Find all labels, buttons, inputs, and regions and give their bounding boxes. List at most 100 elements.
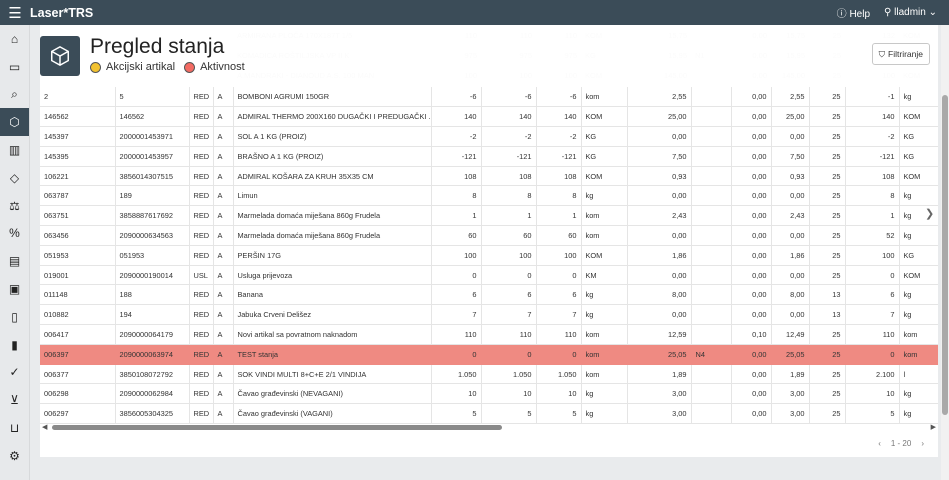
- table-cell: 13: [809, 284, 846, 306]
- legend-label-promo: Akcijski artikal: [106, 61, 176, 73]
- table-row[interactable]: 145397 2000001453971 RED A SOL A 1 KG (PROIZ…: [40, 126, 938, 147]
- table-cell: A: [213, 364, 234, 385]
- table-row[interactable]: 010882 194 RED A Jabuka Crveni Delišez 7 7 7 kg 0…: [40, 304, 938, 326]
- sidebar-item-cart[interactable]: ⊻: [0, 386, 29, 414]
- table-cell: 25: [809, 106, 846, 128]
- table-cell: 0,00: [731, 284, 772, 306]
- table-row[interactable]: 006297 3856005304325 RED A Čavao građevinski…: [40, 403, 938, 425]
- table-row[interactable]: 063751 3858887617692 RED A Marmelada domaća …: [40, 205, 938, 227]
- chevron-down-icon: ⌄: [928, 7, 937, 18]
- table-cell: 25,00: [771, 106, 810, 128]
- scroll-thumb[interactable]: [52, 425, 502, 430]
- table-cell: 60: [481, 225, 537, 246]
- table-row[interactable]: 006397 2090000063974 RED A TEST stanja 0 0 0 kom…: [40, 344, 938, 365]
- table-cell: KOM: [581, 106, 628, 128]
- table-cell: 1: [845, 205, 900, 227]
- table-row[interactable]: 146562 146562 RED A ADMIRAL THERMO 200X160 D…: [40, 106, 938, 128]
- table-row[interactable]: 063787 189 RED A Limun 8 8 8 kg 0,00 0,00 0,00 25 8 kg: [40, 185, 938, 207]
- vertical-scroll-thumb[interactable]: [942, 95, 948, 415]
- tag-icon: ◇: [9, 170, 20, 185]
- table-row[interactable]: 006377 3850108072792 RED A SOK VINDI MULTI 8…: [40, 364, 938, 385]
- next-page-button[interactable]: ›: [921, 439, 924, 448]
- sidebar-item-clipboard[interactable]: ▭: [0, 53, 29, 81]
- table-cell: 0,00: [627, 126, 692, 147]
- scroll-right-icon[interactable]: ▶: [930, 424, 936, 431]
- table-row[interactable]: 006417 2090000064179 RED A Novi artikal sa p…: [40, 324, 938, 345]
- table-cell: A: [213, 245, 234, 266]
- table-cell: 063787: [40, 185, 116, 207]
- table-row[interactable]: 145395 2000001453957 RED A BRAŠNO A 1 KG (PR…: [40, 146, 938, 167]
- sidebar-item-document-search[interactable]: ⌕: [0, 81, 29, 109]
- table-cell: 8: [481, 185, 537, 207]
- sidebar-item-box[interactable]: ⬡: [0, 108, 29, 137]
- table-row[interactable]: 051953 051953 RED A PERŠIN 17G 100 100 100 KOM 1,…: [40, 245, 938, 266]
- filter-button[interactable]: ⛉ Filtriranje: [871, 43, 930, 65]
- sidebar-item-settings[interactable]: ⚙: [0, 442, 29, 470]
- table-cell: [691, 265, 732, 286]
- sidebar-item-inbox[interactable]: ⊔: [0, 414, 29, 442]
- table-cell: -2: [845, 126, 900, 147]
- table-cell: RED: [189, 106, 214, 128]
- sidebar-item-receipt[interactable]: ▯: [0, 303, 29, 331]
- table-cell: 0,00: [731, 205, 772, 227]
- table-cell: 0,00: [771, 225, 810, 246]
- sidebar-item-home[interactable]: ⌂: [0, 25, 29, 53]
- table-cell: [691, 205, 732, 227]
- table-cell: PERŠIN 17G: [233, 245, 432, 266]
- table-row[interactable]: 019001 2090000190014 USL A Usluga prijevoza 0…: [40, 265, 938, 286]
- sidebar-item-id-card[interactable]: ▤: [0, 247, 29, 275]
- table-cell: [691, 245, 732, 266]
- sidebar-item-scale[interactable]: ⚖: [0, 192, 29, 220]
- table-cell: 0: [481, 344, 537, 365]
- table-cell: -6: [536, 87, 582, 108]
- table-cell: BRAŠNO A 1 KG (PROIZ): [233, 146, 432, 167]
- table-cell: kg: [581, 304, 628, 326]
- table-cell: -2: [481, 126, 537, 147]
- table-cell: kg: [899, 284, 938, 306]
- table-cell: 0,00: [771, 126, 810, 147]
- sidebar-item-percent[interactable]: %: [0, 220, 29, 248]
- table-row[interactable]: 2 5 RED A BOMBONI AGRUMI 150GR -6 -6 -6 kom 2,55 0…: [40, 87, 938, 108]
- table-cell: 051953: [115, 245, 190, 266]
- horizontal-scrollbar[interactable]: ◀ ▶: [40, 423, 938, 432]
- table-row[interactable]: 063456 2090000634563 RED A Marmelada domaća …: [40, 225, 938, 246]
- table-cell: 063751: [40, 205, 116, 227]
- table-cell: KG: [581, 146, 628, 167]
- table-cell: 0,00: [731, 344, 772, 365]
- table-cell: Limun: [233, 185, 432, 207]
- prev-page-button[interactable]: ‹: [878, 439, 881, 448]
- table-cell: 3,00: [771, 383, 810, 405]
- table-cell: 146562: [115, 106, 190, 128]
- user-menu[interactable]: ⚲ lladmin ⌄: [884, 7, 937, 18]
- table-cell: 0: [845, 344, 900, 365]
- scroll-left-icon[interactable]: ◀: [42, 424, 48, 431]
- table-cell: USL: [189, 265, 214, 286]
- table-row[interactable]: 006298 2090000062984 RED A Čavao građevinski…: [40, 383, 938, 405]
- vertical-scrollbar[interactable]: [941, 25, 949, 480]
- table-cell: 108: [536, 166, 582, 187]
- table-cell: Čavao građevinski (NEVAGANI): [233, 383, 432, 405]
- table-cell: 0,00: [731, 265, 772, 286]
- help-link[interactable]: ⓘ Help: [836, 9, 871, 20]
- table-row[interactable]: 011148 188 RED A Banana 6 6 6 kg 8,00 0,00 8,00 13 6 k…: [40, 284, 938, 306]
- expand-arrow-icon[interactable]: ❯: [925, 208, 935, 220]
- sidebar-item-cash[interactable]: ▣: [0, 275, 29, 303]
- sidebar-item-barcode[interactable]: ▥: [0, 136, 29, 164]
- table-cell: A: [213, 126, 234, 147]
- table-cell: kg: [581, 185, 628, 207]
- menu-icon[interactable]: ☰: [8, 4, 22, 22]
- table-cell: [691, 225, 732, 246]
- table-cell: 0,00: [627, 265, 692, 286]
- table-cell: 8: [845, 185, 900, 207]
- table-cell: -2: [431, 126, 482, 147]
- sidebar-item-tag[interactable]: ◇: [0, 164, 29, 192]
- table-cell: 5: [115, 87, 190, 108]
- table-cell: ADMIRAL KOŠARA ZA KRUH 35X35 CM: [233, 166, 432, 187]
- table-cell: 8: [536, 185, 582, 207]
- table-cell: 2090000064179: [115, 324, 190, 345]
- sidebar-item-chart[interactable]: ▮: [0, 331, 29, 359]
- table-cell: 2000001453971: [115, 126, 190, 147]
- table-row[interactable]: 106221 3856014307515 RED A ADMIRAL KOŠARA ZA…: [40, 166, 938, 187]
- table-cell: kg: [899, 185, 938, 207]
- sidebar-item-clipboard-check[interactable]: ✓: [0, 359, 29, 387]
